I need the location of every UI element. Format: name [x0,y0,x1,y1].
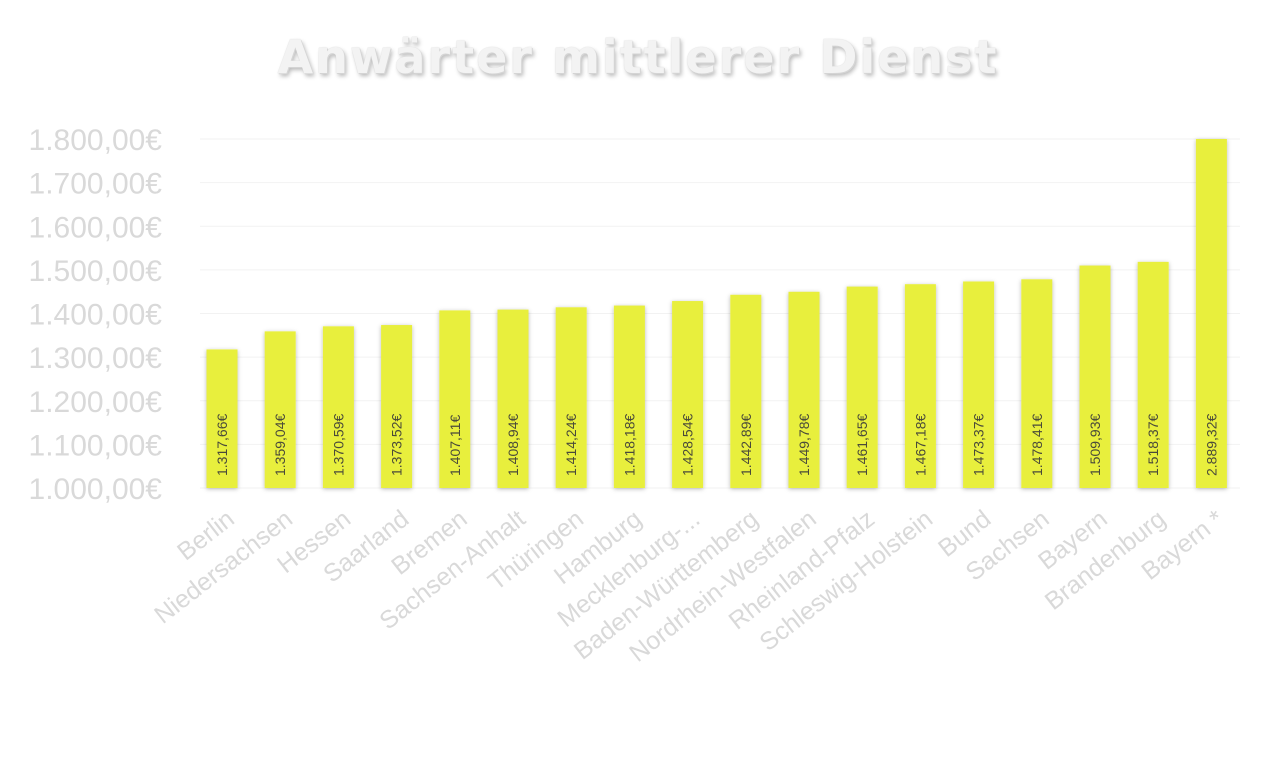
bar [846,286,878,488]
data-label: 1.478,41€ [1029,414,1045,476]
data-label: 1.442,89€ [738,414,754,476]
y-tick-label: 1.300,00€ [29,342,163,375]
y-tick-label: 1.000,00€ [29,473,163,506]
bar [904,284,936,488]
bar [439,310,471,488]
y-tick-label: 1.700,00€ [29,168,163,201]
bar [730,294,762,488]
bar [555,307,587,488]
data-label: 1.407,11€ [447,415,463,476]
bar [322,326,354,488]
bar [1137,261,1169,488]
bar [1079,265,1111,488]
data-label: 1.418,18€ [621,414,637,476]
data-label: 1.317,66€ [214,414,230,476]
data-label: 1.408,94€ [505,414,521,476]
data-label: 2.889,32€ [1203,414,1219,476]
y-axis: 1.000,00€ 1.100,00€ 1.200,00€ 1.300,00€ 1.40… [29,124,163,506]
data-label: 1.461,65€ [854,414,870,476]
y-tick-label: 1.400,00€ [29,299,163,332]
data-label: 1.370,59€ [330,414,346,476]
y-tick-label: 1.200,00€ [29,386,163,419]
data-label: 1.518,37€ [1145,414,1161,476]
grid-lines [200,138,1240,489]
y-tick-label: 1.100,00€ [29,429,163,462]
chart-title: Anwärter mittlerer Dienst [277,30,999,84]
data-label: 1.473,37€ [971,414,987,476]
x-axis: BerlinNiedersachsenHessenSaarlandBremenS… [149,504,1229,667]
data-label: 1.414,24€ [563,414,579,476]
y-tick-label: 1.500,00€ [29,255,163,288]
data-label: 1.428,54€ [680,414,696,476]
bar [672,301,704,488]
bar [1021,279,1053,488]
bar [788,291,820,488]
bar [206,349,238,488]
bar [613,305,645,488]
bar [381,325,413,488]
bar [497,309,529,488]
bar [1195,139,1227,488]
bar [963,281,995,488]
data-label: 1.359,04€ [272,414,288,476]
data-label: 1.449,78€ [796,414,812,476]
data-labels: 1.317,66€ 1.359,04€ 1.370,59€ 1.373,52€ 1.40… [214,414,1219,476]
y-tick-label: 1.600,00€ [29,211,163,244]
bars [206,139,1227,488]
y-tick-label: 1.800,00€ [29,124,163,157]
data-label: 1.509,93€ [1087,414,1103,476]
data-label: 1.373,52€ [389,414,405,476]
bar [264,331,296,488]
data-label: 1.467,18€ [912,414,928,476]
